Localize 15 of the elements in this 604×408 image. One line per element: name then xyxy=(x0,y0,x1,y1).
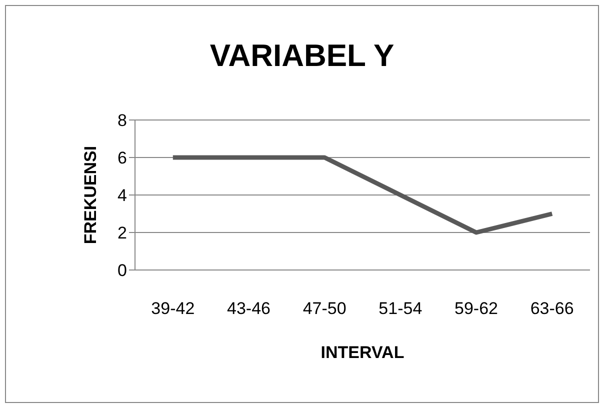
y-tick-label: 8 xyxy=(118,111,127,130)
x-tick-label: 39-42 xyxy=(151,299,195,318)
x-tick-label: 63-66 xyxy=(530,299,574,318)
y-tick-label: 6 xyxy=(118,148,127,168)
line-series xyxy=(170,155,554,235)
y-tick-label: 2 xyxy=(118,224,127,243)
x-tick-label: 59-62 xyxy=(454,299,498,318)
y-tick-label: 0 xyxy=(118,261,127,280)
x-tick-label: 51-54 xyxy=(378,299,422,318)
y-tick-label: 4 xyxy=(118,186,127,206)
x-tick-label: 43-46 xyxy=(227,299,270,318)
chart-title: VARIABEL Y xyxy=(208,38,396,74)
x-tick-label: 47-50 xyxy=(302,299,346,318)
x-axis-title: INTERVAL xyxy=(320,343,404,362)
y-axis-title: FREKUENSI xyxy=(81,146,100,244)
